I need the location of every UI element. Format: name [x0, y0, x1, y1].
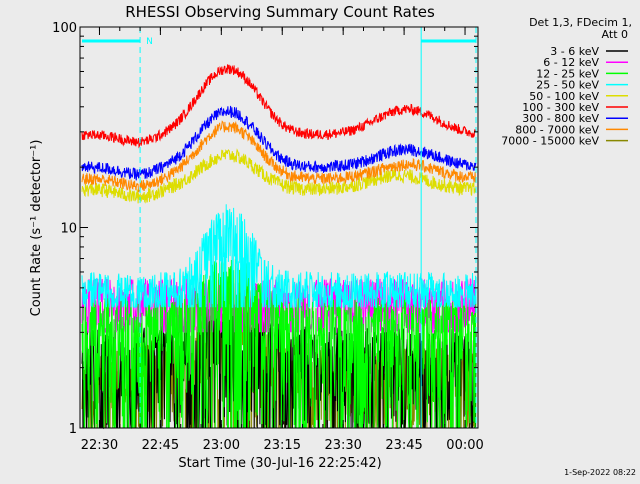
- legend-label-3: 25 - 50 keV: [536, 79, 599, 92]
- x-tick-label-1: 22:45: [142, 438, 179, 453]
- footer-date: 1-Sep-2022 08:22: [564, 468, 636, 477]
- axes-layer: 22:30 22:45 23:00 23:15 23:30 23:45 00:00 1 10 10…: [52, 21, 484, 453]
- legend-header-line-2: Att 0: [602, 28, 628, 41]
- legend-label-6: 300 - 800 keV: [522, 112, 599, 125]
- series-line-6: [81, 105, 477, 181]
- x-tick-label-0: 22:30: [81, 438, 118, 453]
- x-tick-label-2: 23:00: [203, 438, 240, 453]
- series-layer: [81, 64, 477, 430]
- y-axis-label: Count Rate (s⁻¹ detector⁻¹): [29, 140, 44, 317]
- legend-label-5: 100 - 300 keV: [522, 101, 599, 114]
- x-tick-label-5: 23:45: [385, 438, 422, 453]
- legend-label-2: 12 - 25 keV: [536, 67, 599, 80]
- legend-label-7: 800 - 7000 keV: [515, 123, 599, 136]
- y-tick-label-0: 1: [69, 422, 77, 437]
- series-line-5: [81, 64, 477, 149]
- annotation-0: N: [146, 37, 153, 47]
- series-line-3: [81, 204, 477, 309]
- x-tick-label-6: 00:00: [446, 438, 483, 453]
- series-line-4: [81, 148, 477, 204]
- legend-label-1: 6 - 12 keV: [543, 56, 599, 69]
- series-line-7: [81, 120, 477, 194]
- y-tick-label-2: 100: [52, 21, 77, 36]
- x-tick-label-3: 23:15: [264, 438, 301, 453]
- chart-title: RHESSI Observing Summary Count Rates: [125, 3, 435, 21]
- series-line-2: [81, 258, 477, 429]
- x-axis-label: Start Time (30-Jul-16 22:25:42): [178, 456, 381, 471]
- legend-header-line-1: Det 1,3, FDecim 1,: [529, 16, 632, 29]
- legend-label-0: 3 - 6 keV: [550, 45, 599, 58]
- legend-label-4: 50 - 100 keV: [529, 90, 599, 103]
- legend-label-8: 7000 - 15000 keV: [501, 135, 599, 148]
- y-tick-label-1: 10: [60, 222, 77, 237]
- x-tick-label-4: 23:30: [324, 438, 361, 453]
